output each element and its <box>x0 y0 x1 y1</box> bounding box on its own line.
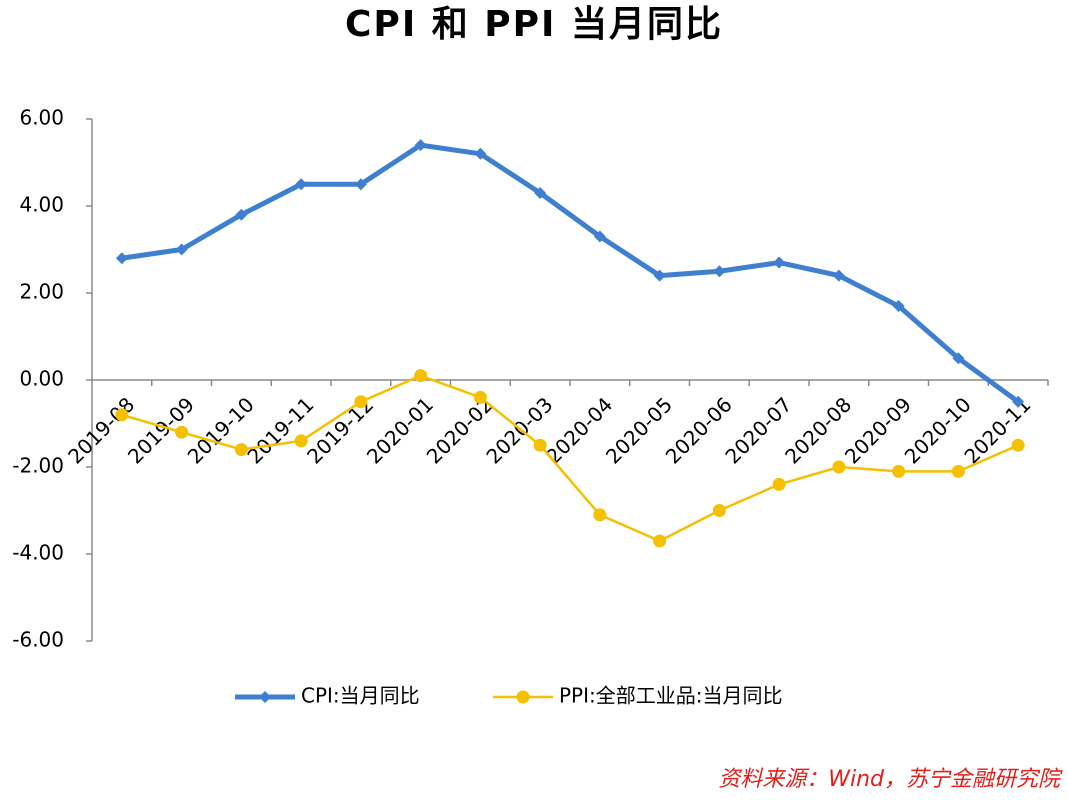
legend-marker <box>259 691 271 703</box>
data-point <box>773 256 786 269</box>
legend-marker <box>516 690 530 704</box>
data-point <box>951 464 965 478</box>
data-point <box>832 460 846 474</box>
data-point <box>414 369 428 383</box>
data-point <box>294 434 308 448</box>
data-point <box>712 504 726 517</box>
data-point <box>354 395 368 409</box>
data-point <box>713 265 726 278</box>
data-point <box>414 139 427 152</box>
series <box>115 139 1025 408</box>
data-point <box>593 508 607 522</box>
y-tick-label: 6.00 <box>19 106 64 130</box>
y-tick-label: 4.00 <box>19 193 64 217</box>
legend-label: PPI:全部工业品:当月同比 <box>559 684 783 708</box>
data-point <box>892 300 905 313</box>
data-point <box>115 408 129 422</box>
data-point <box>234 443 248 457</box>
chart-title: CPI 和 PPI 当月同比 <box>345 4 723 45</box>
data-point <box>115 252 128 265</box>
data-point <box>653 269 666 282</box>
data-point <box>473 390 487 404</box>
data-point <box>175 243 188 256</box>
x-tick-label: 2020-11 <box>959 392 1035 468</box>
data-point <box>175 425 189 439</box>
y-tick-label: -2.00 <box>12 454 64 478</box>
series <box>115 369 1025 548</box>
data-point <box>533 438 547 452</box>
data-point <box>474 147 487 160</box>
y-tick-label: -4.00 <box>12 541 64 565</box>
data-point <box>593 230 606 243</box>
data-point <box>832 269 845 282</box>
data-point <box>653 534 667 548</box>
y-tick-label: -6.00 <box>12 628 64 652</box>
data-point <box>1012 395 1025 408</box>
data-point <box>1011 438 1025 452</box>
data-point <box>295 178 308 191</box>
data-point <box>354 178 367 191</box>
source-note: 资料来源：Wind，苏宁金融研究院 <box>718 767 1063 792</box>
data-point <box>892 464 906 478</box>
y-tick-label: 0.00 <box>19 367 64 391</box>
y-tick-label: 2.00 <box>19 280 64 304</box>
series-line <box>121 374 1019 543</box>
data-point <box>235 208 248 221</box>
series-line <box>121 142 1020 404</box>
data-point <box>952 352 965 365</box>
data-point <box>534 186 547 199</box>
legend-label: CPI:当月同比 <box>301 684 420 708</box>
data-point <box>772 477 786 491</box>
